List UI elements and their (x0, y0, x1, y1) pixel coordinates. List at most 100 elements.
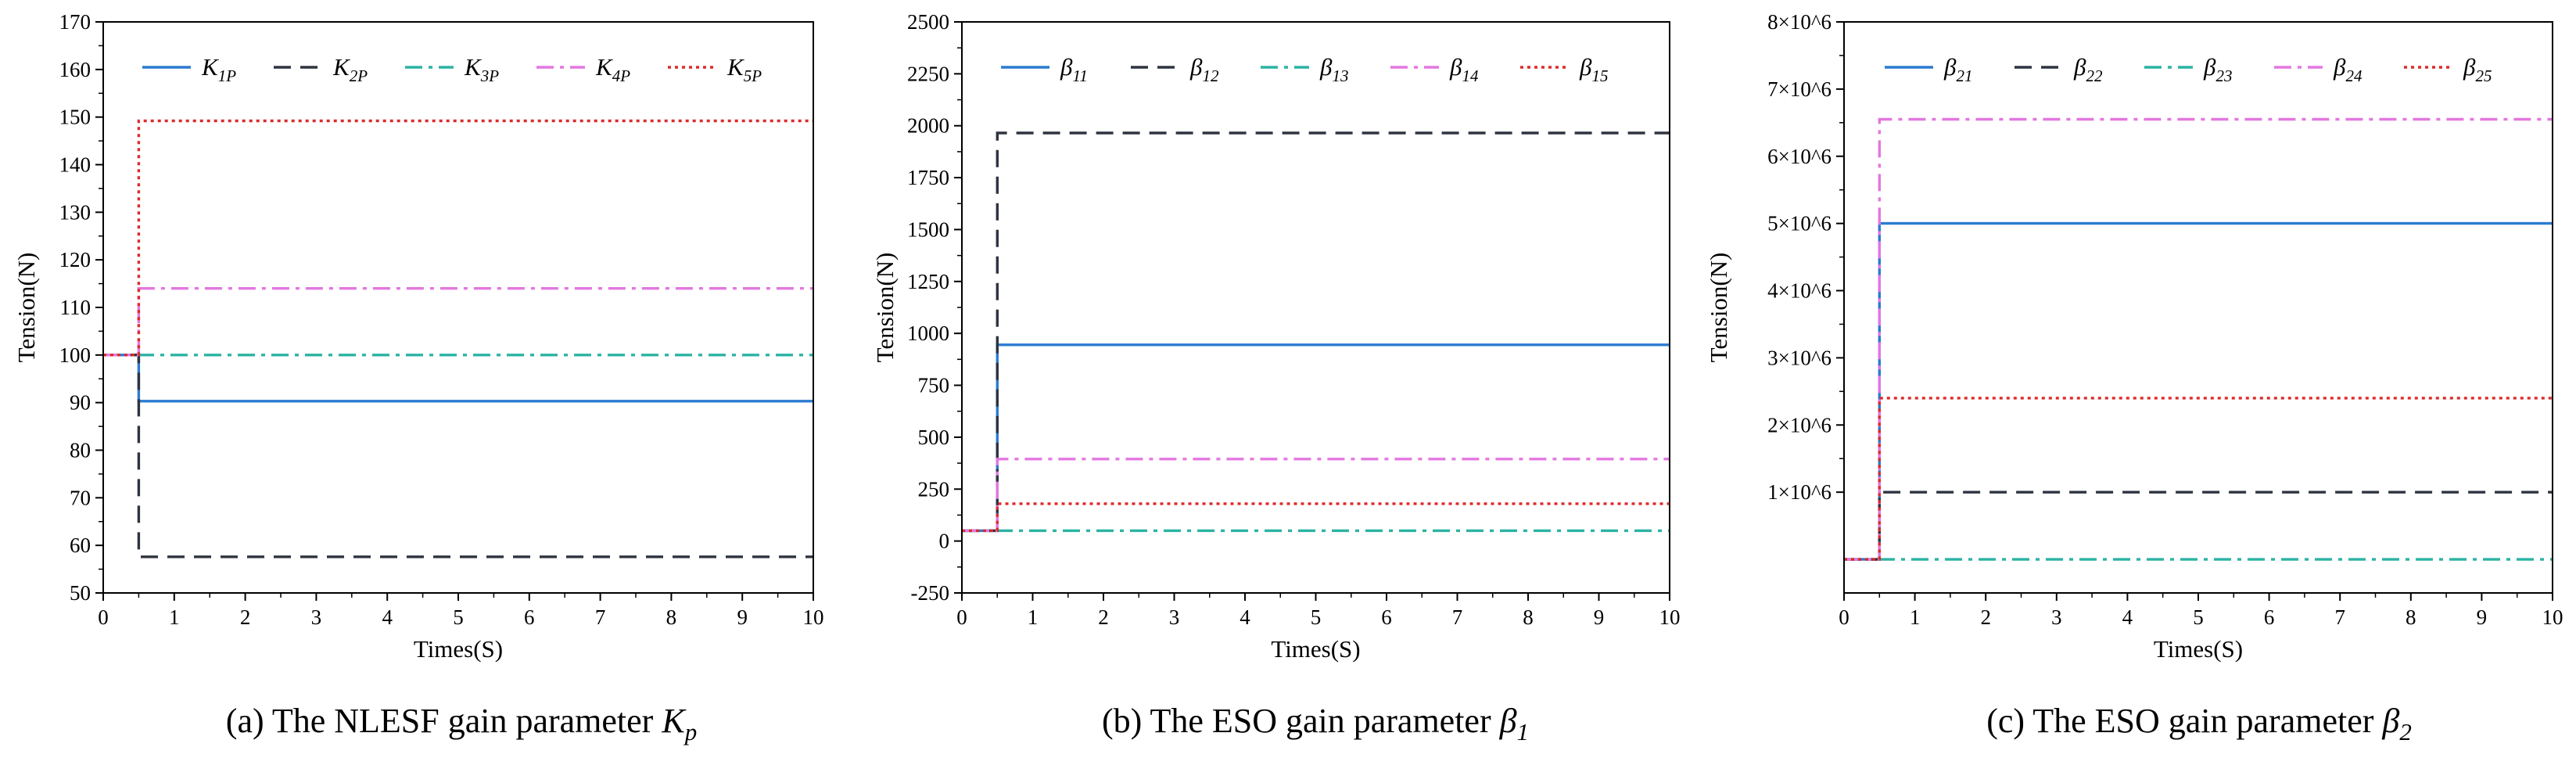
series-line-1P (103, 354, 813, 403)
x-tick-label: 2 (240, 605, 251, 629)
x-tick-label: 1 (1028, 605, 1039, 629)
x-tick-label: 8 (666, 605, 677, 629)
legend-label-21: β21 (1943, 53, 1972, 85)
x-tick-label: 6 (524, 605, 535, 629)
panel-caption: (c) The ESO gain parameter β2 (1986, 702, 2412, 745)
plot-frame (961, 21, 1670, 594)
chart-panel-b: 0 1 2 3 4 5 6 7 8 9 10-250025050075010001250150017… (871, 10, 1681, 745)
x-tick-label: 2 (1980, 605, 1991, 629)
y-tick-label: 130 (59, 200, 91, 224)
x-tick-label: 9 (2477, 605, 2488, 629)
legend-label-25: β25 (2463, 53, 2492, 85)
legend-label-2P: K2P (332, 53, 368, 85)
legend-label-5P: K5P (727, 53, 762, 85)
panel-caption: (b) The ESO gain parameter β1 (1102, 702, 1529, 745)
y-tick-label: 1×10^6 (1767, 480, 1832, 504)
legend: β21 β22 β23 β24 β25 (1885, 53, 2492, 85)
y-tick-label: 250 (918, 477, 950, 501)
chart-panel-a: 0 1 2 3 4 5 6 7 8 9 10 50 60 70 80 90 100 110 120 130 140 150… (13, 10, 824, 745)
y-tick-label: 3×10^6 (1767, 346, 1832, 369)
x-tick-label: 8 (2406, 605, 2416, 629)
chart-panel-c: 0 1 2 3 4 5 6 7 8 9 10 1×10^6 2×10^6 3×10^6 4×10^6 5×10… (1705, 10, 2563, 745)
y-tick-label: 110 (60, 296, 91, 319)
legend-label-23: β23 (2203, 53, 2232, 85)
series-line-14 (962, 458, 1670, 533)
series-line-12 (962, 131, 1670, 533)
x-tick-label: 2 (1098, 605, 1109, 629)
x-tick-label: 5 (2193, 605, 2204, 629)
y-tick-label: 6×10^6 (1767, 145, 1832, 168)
x-tick-label: 10 (803, 605, 824, 629)
x-tick-label: 5 (453, 605, 464, 629)
x-tick-label: 5 (1311, 605, 1322, 629)
y-tick-label: 5×10^6 (1767, 212, 1832, 235)
y-tick-label: 1750 (907, 166, 949, 189)
legend-label-4P: K4P (595, 53, 630, 85)
y-axis-title: Tension(N) (1705, 253, 1732, 363)
series-line-15 (962, 502, 1670, 533)
legend-label-12: β12 (1189, 53, 1219, 85)
x-axis-title: Times(S) (2154, 635, 2243, 663)
y-tick-label: 500 (918, 426, 950, 449)
y-tick-label: 60 (70, 533, 91, 557)
y-tick-label: 160 (59, 58, 91, 81)
x-axis-title: Times(S) (414, 635, 503, 663)
y-axis-title: Tension(N) (13, 253, 40, 363)
y-tick-label: 750 (918, 374, 950, 397)
legend-label-14: β14 (1449, 53, 1479, 85)
x-tick-label: 10 (2542, 605, 2563, 629)
y-tick-label: 80 (70, 439, 91, 462)
y-tick-label: -250 (911, 581, 950, 605)
x-tick-label: 4 (2122, 605, 2133, 629)
y-tick-label: 2000 (907, 114, 949, 138)
x-tick-label: 9 (1594, 605, 1605, 629)
x-tick-label: 9 (737, 605, 748, 629)
series-line-11 (962, 343, 1670, 533)
y-tick-label: 2250 (907, 62, 949, 85)
y-tick-label: 4×10^6 (1767, 279, 1832, 303)
y-tick-label: 70 (70, 486, 91, 509)
x-tick-label: 7 (595, 605, 606, 629)
legend: β11 β12 β13 β14 β15 (1001, 53, 1608, 85)
x-tick-label: 6 (1381, 605, 1392, 629)
legend-label-11: β11 (1060, 53, 1088, 85)
x-tick-label: 1 (169, 605, 180, 629)
x-tick-label: 0 (1839, 605, 1849, 629)
y-tick-label: 7×10^6 (1767, 77, 1832, 101)
x-tick-label: 0 (98, 605, 109, 629)
y-tick-label: 150 (59, 106, 91, 129)
series-line-2P (103, 354, 813, 559)
series-line-5P (103, 119, 813, 357)
x-tick-label: 1 (1910, 605, 1921, 629)
y-tick-label: 1500 (907, 217, 949, 241)
legend-label-24: β24 (2333, 53, 2363, 85)
legend: K1P K2P K3P K4P K5P (142, 53, 762, 85)
x-tick-label: 4 (1240, 605, 1250, 629)
y-tick-label: 100 (59, 343, 91, 367)
x-tick-label: 3 (311, 605, 322, 629)
y-tick-label: 170 (59, 10, 91, 34)
y-axis-title: Tension(N) (871, 253, 899, 363)
legend-label-13: β13 (1319, 53, 1348, 85)
legend-label-3P: K3P (464, 53, 499, 85)
x-tick-label: 7 (2334, 605, 2345, 629)
y-tick-label: 1000 (907, 322, 949, 345)
y-tick-label: 50 (70, 581, 91, 605)
y-tick-label: 140 (59, 153, 91, 177)
x-tick-label: 7 (1452, 605, 1463, 629)
y-tick-label: 2500 (907, 10, 949, 34)
x-tick-label: 4 (382, 605, 393, 629)
legend-label-22: β22 (2073, 53, 2103, 85)
legend-label-15: β15 (1579, 53, 1608, 85)
y-tick-label: 2×10^6 (1767, 413, 1832, 436)
y-tick-label: 90 (70, 391, 91, 415)
series-line-24 (1844, 117, 2553, 561)
x-tick-label: 3 (2051, 605, 2062, 629)
series-line-22 (1844, 490, 2553, 561)
x-axis-title: Times(S) (1271, 635, 1360, 663)
plot-frame (102, 21, 814, 594)
y-tick-label: 8×10^6 (1767, 10, 1832, 34)
series-line-21 (1844, 221, 2553, 561)
